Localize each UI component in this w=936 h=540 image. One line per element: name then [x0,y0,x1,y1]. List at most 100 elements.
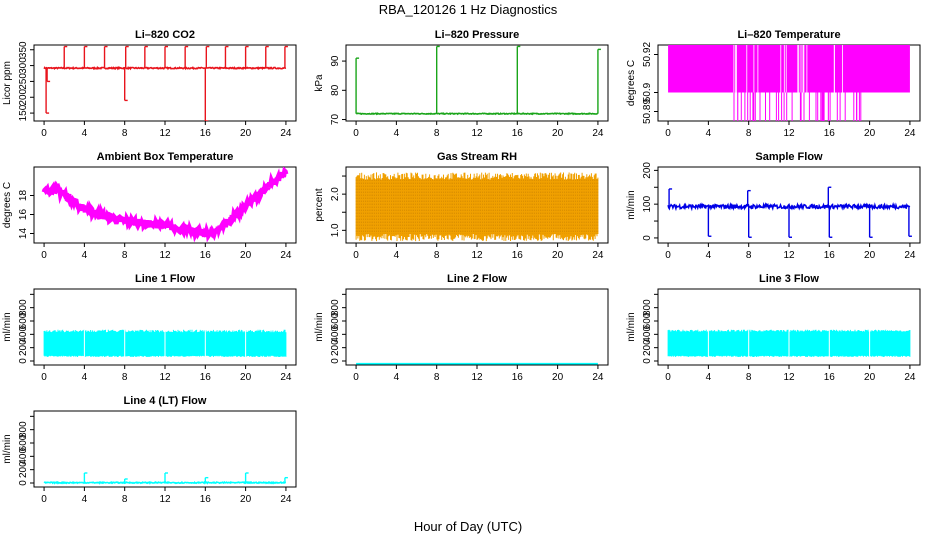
x-tick-label: 4 [706,250,712,261]
x-tick-label: 0 [665,250,671,261]
series-line [355,112,598,116]
y-axis-label: ml/min [2,312,13,341]
panel-title: Line 4 (LT) Flow [124,395,207,407]
x-tick-label: 4 [82,372,88,383]
series-line [41,167,289,243]
x-tick-label: 12 [159,372,171,383]
data-series [355,172,599,242]
x-tick-label: 4 [394,250,400,261]
y-tick-label: 1.0 [330,223,341,237]
x-tick-label: 16 [512,372,524,383]
panel-title: Line 2 Flow [447,273,507,285]
data-series [668,45,910,121]
data-series [355,45,601,116]
y-tick-label: 400 [330,326,341,343]
chart-panel: Li–820 Temperature degrees C 0 4 8 12 16 20 24 50… [626,29,921,139]
band-texture [355,179,599,234]
y-tick-label: 18 [18,190,29,202]
x-tick-label: 24 [280,494,292,505]
y-tick-label: 100 [642,195,653,212]
x-tick-label: 24 [280,250,292,261]
x-tick-label: 24 [904,128,916,139]
x-tick-label: 8 [746,128,752,139]
x-tick-label: 0 [353,250,359,261]
chart-panel: Line 2 Flow ml/min 0 4 8 12 16 20 24 0 20040060080… [314,273,609,383]
panel-title: Line 1 Flow [135,273,195,285]
x-tick-label: 16 [512,250,524,261]
y-tick-label: 200 [330,339,341,356]
data-series [667,186,912,238]
y-tick-label: 0 [642,235,653,241]
x-tick-label: 20 [552,128,564,139]
x-tick-label: 0 [41,494,47,505]
y-tick-label: 90 [330,55,341,67]
y-tick-label: 70 [330,114,341,126]
x-tick-label: 24 [280,372,292,383]
y-tick-label: 600 [18,312,29,329]
x-tick-label: 16 [200,494,212,505]
x-tick-label: 20 [864,250,876,261]
x-tick-label: 20 [552,250,564,261]
x-tick-label: 20 [240,250,252,261]
panel-title: Line 3 Flow [759,273,819,285]
x-tick-label: 12 [783,250,795,261]
x-tick-label: 16 [824,372,836,383]
x-tick-label: 20 [240,128,252,139]
x-tick-label: 16 [200,372,212,383]
y-tick-label: 200 [18,88,29,105]
chart-panel: Line 3 Flow ml/min 0 4 8 12 16 20 24 0 20040060080… [626,273,921,383]
x-tick-label: 12 [159,494,171,505]
y-axis-label: percent [314,188,325,222]
y-axis-label: ml/min [626,190,637,219]
y-tick-label: 50.9 [642,82,653,102]
chart-panel: Ambient Box Temperature degrees C 0 4 8 12 16 2… [2,151,297,261]
y-tick-label: 350 [18,41,29,58]
x-tick-label: 24 [592,128,604,139]
panel-title: Ambient Box Temperature [97,151,234,163]
data-series [43,45,288,121]
x-tick-label: 20 [864,128,876,139]
y-axis-label: ml/min [626,312,637,341]
data-series [43,329,287,357]
x-tick-label: 16 [824,128,836,139]
x-tick-label: 0 [41,128,47,139]
panel-title: Gas Stream RH [437,151,517,163]
x-tick-label: 12 [159,128,171,139]
plot-frame [345,44,609,122]
x-tick-label: 0 [41,250,47,261]
y-axis-label: degrees C [2,182,13,228]
x-tick-label: 16 [200,250,212,261]
panel-title: Li–820 Temperature [737,29,840,41]
y-tick-label: 200 [18,461,29,478]
chart-panel: Sample Flow ml/min 0 4 8 12 16 20 24 0 100 200 [626,151,921,261]
x-tick-label: 8 [122,372,128,383]
data-series [667,329,911,357]
x-tick-label: 0 [353,372,359,383]
y-tick-label: 16 [18,209,29,221]
x-tick-label: 12 [471,128,483,139]
x-tick-label: 12 [471,372,483,383]
y-tick-label: 250 [18,73,29,90]
y-tick-label: 50.89 [642,99,653,124]
y-tick-label: 0 [18,358,29,364]
y-axis-label: ml/min [2,434,13,463]
x-tick-label: 16 [200,128,212,139]
x-tick-label: 4 [82,250,88,261]
y-axis-label: degrees C [626,60,637,106]
x-tick-label: 0 [353,128,359,139]
x-tick-label: 20 [552,372,564,383]
x-tick-label: 8 [122,494,128,505]
data-series [41,167,289,243]
y-tick-label: 0 [642,358,653,364]
x-tick-label: 12 [783,372,795,383]
x-tick-label: 8 [434,128,440,139]
x-tick-label: 24 [904,372,916,383]
x-tick-label: 4 [82,494,88,505]
y-tick-label: 400 [18,326,29,343]
y-axis-label: Licor ppm [2,61,13,105]
x-axis-label: Hour of Day (UTC) [414,519,522,534]
chart-panel: Gas Stream RH percent 0 4 8 12 16 20 24 1.0 2.0 [314,151,609,261]
y-tick-label: 300 [18,57,29,74]
